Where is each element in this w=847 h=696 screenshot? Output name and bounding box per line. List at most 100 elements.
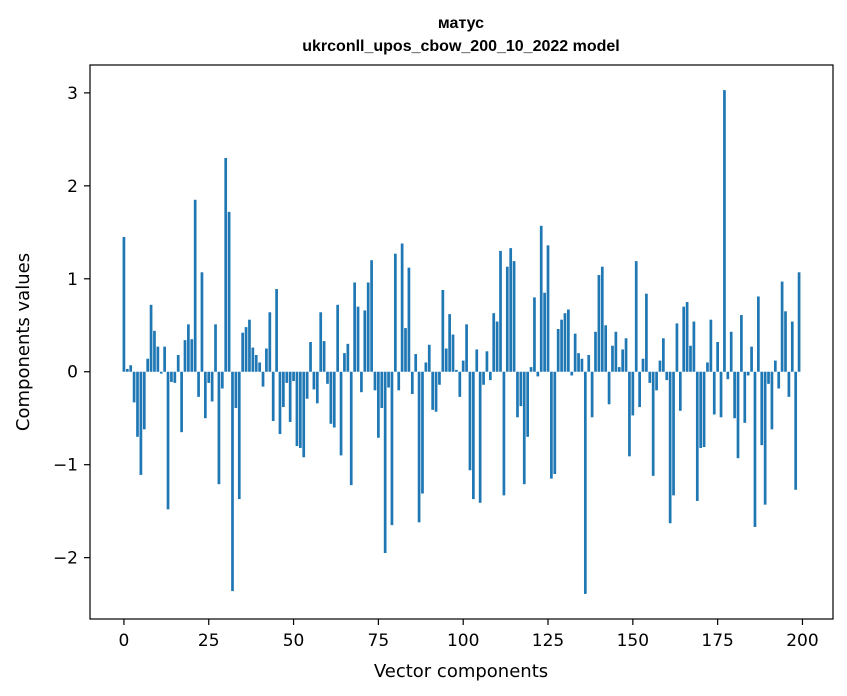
bar-97 — [451, 334, 455, 372]
bar-91 — [431, 371, 435, 410]
bar-154 — [645, 293, 648, 372]
bar-58 — [319, 312, 323, 372]
y-tick-label: 1 — [67, 270, 78, 290]
x-tick-label: 100 — [447, 631, 479, 651]
bar-33 — [234, 371, 238, 408]
bar-126 — [550, 371, 553, 479]
bar-70 — [360, 371, 363, 393]
bar-27 — [214, 324, 217, 372]
bar-78 — [387, 371, 390, 388]
bar-129 — [560, 319, 563, 372]
x-tick-label: 75 — [368, 631, 390, 651]
bar-79 — [390, 371, 394, 526]
bar-65 — [343, 353, 346, 372]
bar-118 — [522, 371, 526, 485]
bar-137 — [587, 355, 591, 372]
bar-152 — [638, 371, 641, 408]
bar-23 — [200, 272, 204, 372]
bar-184 — [746, 371, 750, 376]
bar-55 — [309, 342, 312, 372]
bar-59 — [322, 341, 326, 372]
bar-136 — [583, 371, 587, 594]
bar-85 — [410, 371, 414, 395]
bar-138 — [590, 371, 594, 418]
bar-127 — [553, 371, 557, 474]
bar-95 — [444, 348, 448, 372]
bar-121 — [533, 297, 536, 372]
bar-18 — [183, 340, 187, 372]
bar-11 — [159, 371, 163, 374]
y-axis-label: Components values — [13, 253, 34, 431]
bar-94 — [441, 289, 445, 372]
bar-6 — [142, 371, 146, 430]
bar-24 — [203, 371, 207, 419]
bar-169 — [695, 371, 699, 501]
bar-186 — [753, 371, 757, 527]
bar-179 — [729, 331, 733, 372]
bar-144 — [611, 345, 614, 372]
bar-49 — [288, 371, 292, 422]
bar-194 — [780, 281, 784, 372]
bar-43 — [268, 312, 272, 372]
bar-170 — [699, 371, 703, 448]
bar-151 — [634, 261, 638, 372]
bar-197 — [790, 321, 794, 372]
bar-183 — [743, 371, 747, 423]
bar-125 — [546, 245, 550, 372]
bar-86 — [414, 354, 418, 372]
bar-60 — [326, 371, 329, 384]
bar-188 — [760, 371, 764, 446]
bar-116 — [516, 371, 519, 418]
bar-98 — [455, 369, 458, 372]
bar-175 — [716, 342, 719, 372]
bar-189 — [763, 371, 767, 505]
bar-14 — [170, 371, 173, 382]
x-tick-label: 175 — [701, 631, 733, 651]
bar-80 — [393, 253, 397, 372]
bar-87 — [417, 371, 421, 523]
bar-178 — [726, 371, 730, 380]
bar-181 — [736, 371, 740, 459]
bar-182 — [740, 315, 743, 372]
bar-193 — [777, 371, 781, 389]
bar-52 — [298, 371, 302, 448]
bar-21 — [193, 199, 197, 372]
bar-48 — [285, 371, 289, 383]
bar-165 — [682, 306, 686, 372]
bar-108 — [488, 371, 492, 381]
bar-62 — [332, 371, 336, 428]
bar-141 — [600, 266, 604, 372]
bar-96 — [448, 314, 451, 372]
bar-160 — [665, 371, 669, 381]
bar-77 — [383, 371, 387, 553]
bar-105 — [478, 371, 482, 503]
bar-100 — [461, 360, 465, 372]
bar-42 — [265, 348, 268, 372]
bar-1 — [125, 368, 129, 372]
bar-71 — [363, 310, 367, 372]
bar-111 — [499, 250, 502, 372]
bar-104 — [475, 349, 479, 372]
bar-29 — [220, 371, 224, 389]
bar-83 — [404, 328, 407, 372]
bar-102 — [468, 371, 472, 471]
bar-45 — [275, 289, 278, 372]
bar-56 — [312, 371, 316, 390]
bar-46 — [278, 371, 282, 435]
bar-174 — [712, 371, 716, 415]
bar-101 — [465, 324, 468, 372]
bar-143 — [607, 371, 611, 405]
x-axis-ticks: 0 25 50 75 100 125 150 175 200 — [119, 619, 819, 651]
x-axis-label: Vector components — [374, 661, 548, 682]
bar-124 — [543, 292, 546, 372]
bar-199 — [797, 272, 801, 372]
bar-50 — [292, 371, 295, 382]
x-tick-label: 25 — [198, 631, 220, 651]
bar-26 — [210, 371, 214, 402]
bar-92 — [434, 371, 438, 412]
bar-164 — [678, 371, 682, 411]
bar-117 — [519, 371, 523, 407]
